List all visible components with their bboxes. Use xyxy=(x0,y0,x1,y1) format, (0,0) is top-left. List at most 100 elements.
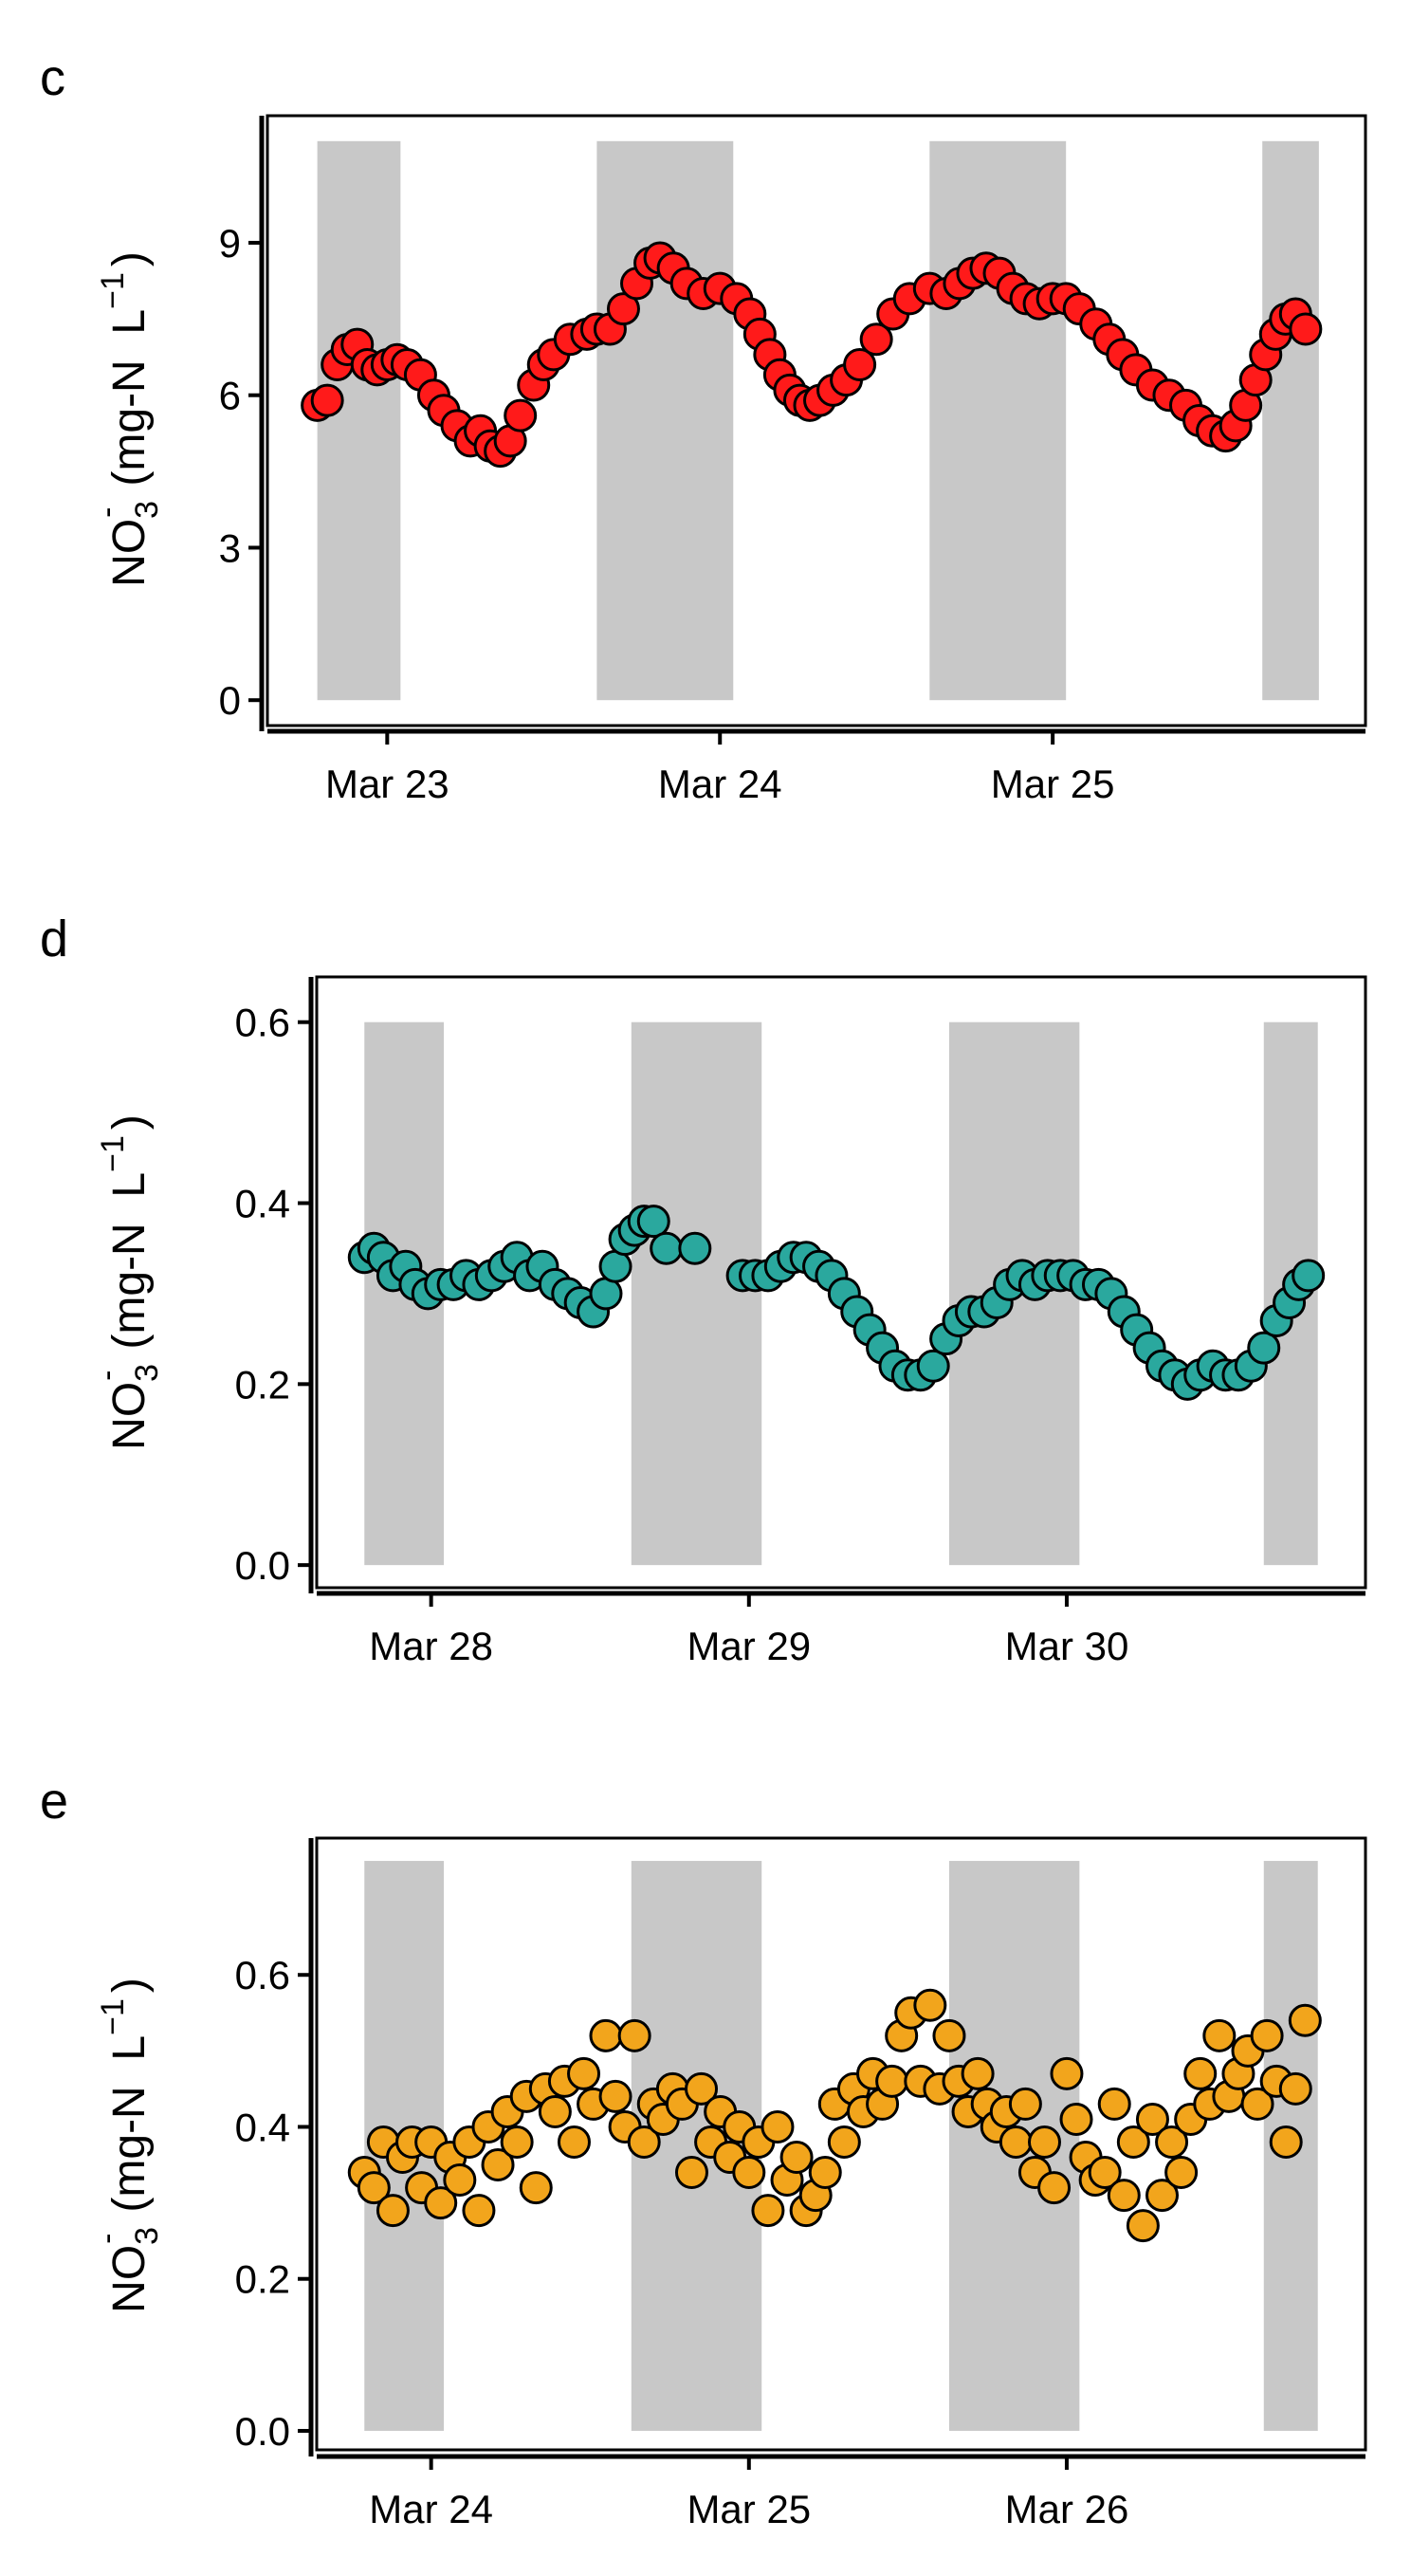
x-tick-label: Mar 25 xyxy=(687,2487,811,2531)
y-tick-label: 0.0 xyxy=(235,2409,290,2454)
data-point xyxy=(376,2194,410,2228)
y-tick-label: 0.2 xyxy=(235,2257,290,2302)
data-point xyxy=(1269,2125,1303,2159)
data-point xyxy=(310,383,344,417)
y-axis-label: NO3- (mg-N L−1) xyxy=(89,1978,165,2313)
y-axis-label: NO3- (mg-N L−1) xyxy=(89,1114,165,1450)
data-point xyxy=(617,2018,651,2052)
x-tick-label: Mar 26 xyxy=(1005,2487,1129,2531)
x-tick-label: Mar 24 xyxy=(369,2487,493,2531)
data-point xyxy=(606,292,640,326)
data-point xyxy=(481,2148,515,2182)
y-label-sup: - xyxy=(89,1371,125,1381)
panel-e: e Mar 24 Mar 25 Mar 26 0.0 0.2 0.4 0.6 NO3- (m… xyxy=(40,1773,1367,2531)
y-tick-label: 0.6 xyxy=(235,1953,290,1997)
data-point xyxy=(598,2079,632,2113)
data-point xyxy=(843,348,877,382)
data-point xyxy=(1037,2171,1072,2205)
data-point xyxy=(627,2125,661,2159)
y-label-sup: - xyxy=(89,2234,125,2244)
data-point xyxy=(779,2141,814,2175)
data-point xyxy=(462,2194,496,2228)
data-point xyxy=(519,2171,553,2205)
data-point xyxy=(1107,2179,1141,2213)
y-tick-label: 3 xyxy=(219,525,241,570)
y-label-sub: 3 xyxy=(129,2227,165,2245)
panel-label: e xyxy=(40,1773,68,1830)
data-point xyxy=(732,2156,766,2190)
data-point xyxy=(1289,312,1323,346)
x-tick-label: Mar 25 xyxy=(991,762,1115,806)
x-axis-ticks: Mar 24 Mar 25 Mar 26 xyxy=(369,2456,1128,2531)
data-point xyxy=(999,2125,1033,2159)
y-axis-ticks: 0 3 6 9 xyxy=(219,221,262,723)
data-point xyxy=(443,2163,477,2198)
y-label-sub: 3 xyxy=(129,501,165,519)
y-label-unit-post: ) xyxy=(104,1114,155,1130)
y-label-unit-pre: (mg-N L xyxy=(104,2035,155,2213)
data-point xyxy=(932,2018,966,2052)
night-band xyxy=(631,1021,762,1566)
data-point xyxy=(1202,2018,1237,2052)
y-label-unit-pre: (mg-N L xyxy=(104,309,155,487)
x-tick-label: Mar 28 xyxy=(369,1624,493,1668)
y-label-unit-sup: −1 xyxy=(95,272,131,309)
data-point xyxy=(916,1349,950,1383)
data-point xyxy=(567,2056,601,2090)
y-label-main: NO xyxy=(104,2245,155,2313)
data-point xyxy=(538,2094,572,2128)
data-point xyxy=(1155,2125,1189,2159)
data-point xyxy=(875,2064,909,2098)
y-tick-label: 0.4 xyxy=(235,2105,290,2149)
data-point xyxy=(636,1205,670,1239)
data-point xyxy=(1050,2056,1084,2090)
data-point xyxy=(357,2171,391,2205)
data-point xyxy=(589,2018,623,2052)
y-label-unit-pre: (mg-N L xyxy=(104,1172,155,1350)
data-point xyxy=(961,2056,995,2090)
y-tick-label: 0 xyxy=(219,678,241,723)
data-point xyxy=(1135,2102,1169,2136)
data-point xyxy=(913,1988,947,2022)
y-tick-label: 0.4 xyxy=(235,1182,290,1226)
night-band xyxy=(1262,140,1319,701)
x-tick-label: Mar 23 xyxy=(325,762,449,806)
y-tick-label: 0.2 xyxy=(235,1362,290,1407)
y-axis-ticks: 0.0 0.2 0.4 0.6 xyxy=(235,1953,311,2454)
data-point xyxy=(1027,2125,1061,2159)
data-point xyxy=(678,1231,712,1265)
data-points xyxy=(301,241,1323,469)
y-axis-ticks: 0.0 0.2 0.4 0.6 xyxy=(235,1001,311,1588)
panel-label: d xyxy=(40,911,68,967)
data-point xyxy=(751,2194,785,2228)
data-point xyxy=(650,1231,684,1265)
x-tick-label: Mar 29 xyxy=(687,1624,811,1668)
data-point xyxy=(1088,2156,1122,2190)
data-point xyxy=(1183,2056,1218,2090)
data-point xyxy=(500,2125,534,2159)
y-label-main: NO xyxy=(104,519,155,587)
data-point xyxy=(674,2156,708,2190)
data-points xyxy=(347,1205,1326,1401)
night-band xyxy=(929,140,1067,701)
night-band xyxy=(596,140,734,701)
data-point xyxy=(1145,2179,1180,2213)
y-label-sup: - xyxy=(89,507,125,518)
data-points xyxy=(347,1988,1322,2243)
night-bands xyxy=(317,140,1319,701)
data-point xyxy=(1126,2209,1160,2243)
data-point xyxy=(1164,2156,1199,2190)
data-point xyxy=(1250,2018,1284,2052)
data-point xyxy=(760,2109,795,2144)
data-point xyxy=(1097,2087,1131,2121)
night-band xyxy=(317,140,401,701)
panel-d: d Mar 28 Mar 29 Mar 30 0.0 0.2 0.4 0.6 NO3- (m… xyxy=(40,911,1367,1668)
y-tick-label: 0.0 xyxy=(235,1543,290,1588)
y-label-unit-post: ) xyxy=(104,251,155,267)
data-point xyxy=(808,2156,842,2190)
x-tick-label: Mar 30 xyxy=(1005,1624,1129,1668)
data-point xyxy=(1292,1259,1326,1293)
y-axis-label: NO3- (mg-N L−1) xyxy=(89,251,165,587)
